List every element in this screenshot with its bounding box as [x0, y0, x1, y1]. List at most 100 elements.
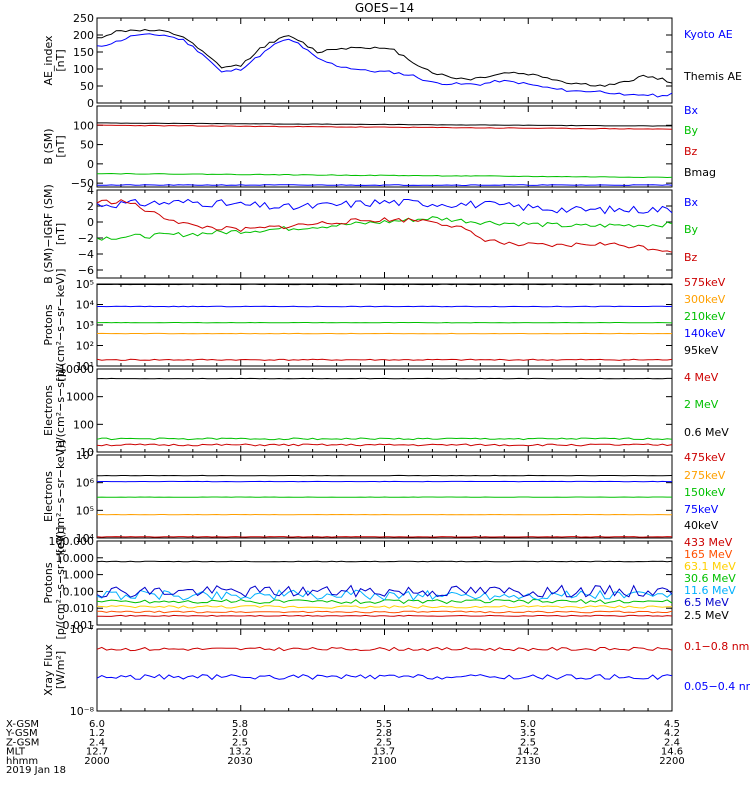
y-tick-label: 4 [87, 184, 94, 197]
series-line-165-mev [97, 611, 672, 613]
panel-2 [97, 106, 672, 187]
panel-4 [97, 284, 672, 366]
series-line-0-1-0-8-nm [97, 647, 672, 650]
series-line-140kev [97, 306, 672, 307]
legend-entry: 0.6 MeV [684, 426, 729, 439]
series-line-63-1-mev [97, 606, 672, 609]
y-tick-label: 100 [73, 63, 94, 76]
y-tick-label: 150 [73, 46, 94, 59]
legend-entry: 40keV [684, 519, 719, 532]
series-line-11-6-mev [97, 590, 672, 600]
y-tick-label: 250 [73, 12, 94, 25]
series-line-bz [97, 200, 672, 253]
y-tick-label: 10⁵ [76, 278, 94, 291]
y-tick-label: 1.000 [63, 569, 95, 582]
legend-entry: Themis AE [683, 70, 742, 83]
legend-entry: 140keV [684, 327, 726, 340]
legend-entry: Bz [684, 251, 698, 264]
legend-entry: 6.5 MeV [684, 596, 729, 609]
legend-entry: 0.05−0.4 nm [684, 680, 750, 693]
y-tick-label: 50 [80, 80, 94, 93]
legend-entry: Kyoto AE [684, 28, 733, 41]
series-line-6-5-mev [97, 586, 672, 598]
y-tick-label: 2 [87, 200, 94, 213]
y-axis-label: [nT] [54, 223, 67, 245]
panel-frame [97, 284, 672, 366]
y-tick-label: 50 [80, 139, 94, 152]
legend-entry: Bz [684, 145, 698, 158]
y-tick-label: −2 [78, 232, 94, 245]
legend-entry: 300keV [684, 293, 726, 306]
legend-entry: Bx [684, 104, 699, 117]
panel-frame [97, 18, 672, 103]
panel-8 [97, 629, 672, 711]
series-line-bx [97, 200, 672, 214]
legend-entry: 150keV [684, 486, 726, 499]
series-line-2-mev [97, 438, 672, 440]
legend-entry: 95keV [684, 344, 719, 357]
panel-7 [97, 541, 672, 625]
y-axis-label: [p/(cm²−s−sr−keV)] [54, 527, 67, 640]
panel-frame [97, 369, 672, 452]
y-tick-label: −4 [78, 248, 94, 261]
y-tick-label: 0 [87, 216, 94, 229]
legend-entry: 75keV [684, 503, 719, 516]
ephemeris-value: 2130 [515, 756, 540, 767]
y-tick-label: 0 [87, 97, 94, 110]
y-axis-label: [W/m²] [54, 651, 67, 689]
y-tick-label: 100 [73, 119, 94, 132]
legend-entry: 475keV [684, 451, 726, 464]
y-tick-label: 0 [87, 158, 94, 171]
ephemeris-value: 2000 [84, 756, 109, 767]
legend-entry: By [684, 124, 699, 137]
series-line-0-05-0-4-nm [97, 675, 672, 680]
y-tick-label: −6 [78, 264, 94, 277]
y-tick-label: 0.010 [63, 602, 95, 615]
ephemeris-value: 2200 [659, 756, 684, 767]
series-line-by [97, 174, 672, 178]
legend-entry: 275keV [684, 469, 726, 482]
series-line-2-5-mev [97, 561, 672, 562]
series-line-bx [97, 185, 672, 186]
legend-entry: 575keV [684, 276, 726, 289]
y-tick-label: 200 [73, 29, 94, 42]
panel-frame [97, 629, 672, 711]
series-line-475kev [97, 537, 672, 538]
series-line-kyoto-ae [97, 34, 672, 97]
y-tick-label: 10² [76, 340, 94, 353]
series-line-433-mev [97, 615, 672, 616]
panel-5 [97, 369, 672, 452]
y-tick-label: 10⁻⁸ [70, 705, 95, 718]
legend-entry: By [684, 223, 699, 236]
y-tick-label: 10⁶ [76, 477, 95, 490]
plot-date: 2019 Jan 18 [6, 765, 66, 776]
y-axis-label: [e/(cm²−s−sr)] [54, 369, 67, 452]
panel-3 [97, 190, 672, 278]
series-line-4-mev [97, 444, 672, 446]
legend-entry: 4 MeV [684, 371, 719, 384]
legend-entry: 210keV [684, 310, 726, 323]
series-line-themis-ae [97, 30, 672, 87]
y-tick-label: 10⁵ [76, 504, 94, 517]
y-tick-label: 10⁻⁷ [70, 623, 94, 636]
y-tick-label: 10³ [76, 319, 94, 332]
legend-entry: Bmag [684, 166, 716, 179]
ephemeris-value: 2030 [227, 756, 252, 767]
series-line-by [97, 217, 672, 241]
y-tick-label: 10⁷ [76, 449, 94, 462]
plot-title: GOES−14 [355, 1, 414, 15]
y-tick-label: 0.100 [63, 585, 95, 598]
y-tick-label: 100 [73, 418, 94, 431]
y-tick-label: 1000 [66, 391, 94, 404]
y-axis-label: [nT] [54, 49, 67, 71]
y-tick-label: 10⁴ [76, 299, 95, 312]
y-axis-label: [nT] [54, 135, 67, 157]
legend-entry: Bx [684, 196, 699, 209]
ephemeris-value: 2100 [371, 756, 396, 767]
panel-1 [97, 18, 672, 103]
panel-6 [97, 455, 672, 538]
legend-entry: 2 MeV [684, 398, 719, 411]
legend-entry: 0.1−0.8 nm [684, 640, 749, 653]
